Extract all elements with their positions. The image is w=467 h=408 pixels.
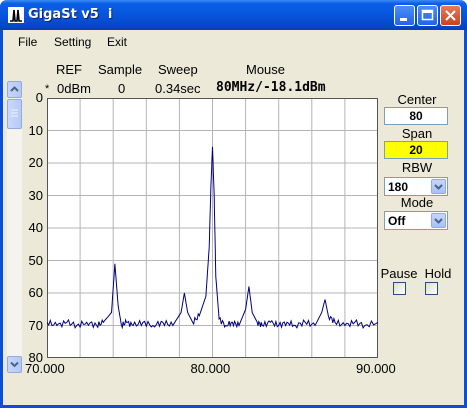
- close-icon: [445, 10, 456, 21]
- minimize-button[interactable]: [394, 5, 415, 26]
- mode-label: Mode: [400, 195, 434, 210]
- rbw-label: RBW: [401, 160, 433, 175]
- spectrum-chart: [46, 97, 379, 359]
- hold-checkbox[interactable]: [425, 282, 438, 295]
- y-tick-label: 30: [28, 187, 43, 203]
- sample-value: 0: [118, 81, 126, 96]
- mouse-readout: 80MHz/-18.1dBm: [216, 80, 326, 95]
- y-tick-label: 40: [28, 220, 43, 235]
- plot-frame: [47, 98, 378, 358]
- y-tick-label: 10: [28, 122, 43, 138]
- rbw-select[interactable]: 180: [384, 177, 448, 196]
- window-title: GigaSt v5 i: [28, 7, 113, 22]
- vertical-scrollbar[interactable]: [7, 81, 22, 373]
- mouse-label: Mouse: [246, 62, 286, 77]
- pause-checkbox[interactable]: [393, 282, 406, 295]
- y-tick-label: 20: [28, 155, 43, 170]
- mode-dropdown-button[interactable]: [431, 213, 446, 228]
- chevron-down-icon: [434, 184, 443, 190]
- span-field[interactable]: 20: [384, 141, 448, 159]
- y-tick-label: 70: [28, 317, 43, 333]
- y-tick-label: 80: [28, 350, 43, 365]
- center-field[interactable]: 80: [384, 107, 448, 125]
- ref-marker: *: [45, 83, 50, 95]
- menu-exit[interactable]: Exit: [107, 35, 128, 49]
- scroll-up-button[interactable]: [7, 81, 22, 98]
- ref-value: 0dBm: [57, 81, 91, 96]
- menu-file[interactable]: File: [18, 35, 38, 49]
- sweep-value: 0.34sec: [155, 81, 201, 96]
- rbw-dropdown-button[interactable]: [431, 179, 446, 194]
- chevron-down-icon: [10, 361, 19, 368]
- title-bar[interactable]: GigaSt v5 i: [0, 0, 467, 30]
- spectrum-trace-0: [46, 146, 379, 330]
- center-label: Center: [397, 92, 437, 107]
- hold-label: Hold: [424, 266, 452, 281]
- close-button[interactable]: [440, 5, 461, 26]
- pause-label: Pause: [380, 266, 418, 281]
- y-tick-label: 60: [28, 285, 43, 300]
- ref-label: REF: [56, 62, 82, 77]
- x-tick-label: 80.000: [190, 361, 231, 376]
- x-tick-label: 70.000: [25, 361, 65, 376]
- chevron-down-icon: [434, 218, 443, 224]
- app-icon: [8, 7, 24, 23]
- sample-label: Sample: [98, 62, 143, 77]
- y-tick-label: 50: [28, 252, 43, 268]
- menu-bar: File Setting Exit: [3, 30, 464, 54]
- mode-value: Off: [388, 214, 406, 228]
- sweep-label: Sweep: [158, 62, 198, 77]
- maximize-button[interactable]: [417, 5, 438, 26]
- minimize-icon: [400, 18, 407, 21]
- chevron-up-icon: [10, 86, 19, 92]
- maximize-icon: [421, 9, 434, 21]
- spectrum-plot[interactable]: [46, 97, 379, 359]
- mode-select[interactable]: Off: [384, 211, 448, 230]
- y-tick-label: 0: [35, 90, 43, 105]
- span-label: Span: [401, 126, 433, 141]
- menu-setting[interactable]: Setting: [54, 35, 92, 49]
- scroll-thumb[interactable]: [7, 99, 22, 129]
- rbw-value: 180: [388, 180, 409, 194]
- scroll-down-button[interactable]: [7, 356, 22, 373]
- x-tick-label: 90.000: [356, 361, 396, 376]
